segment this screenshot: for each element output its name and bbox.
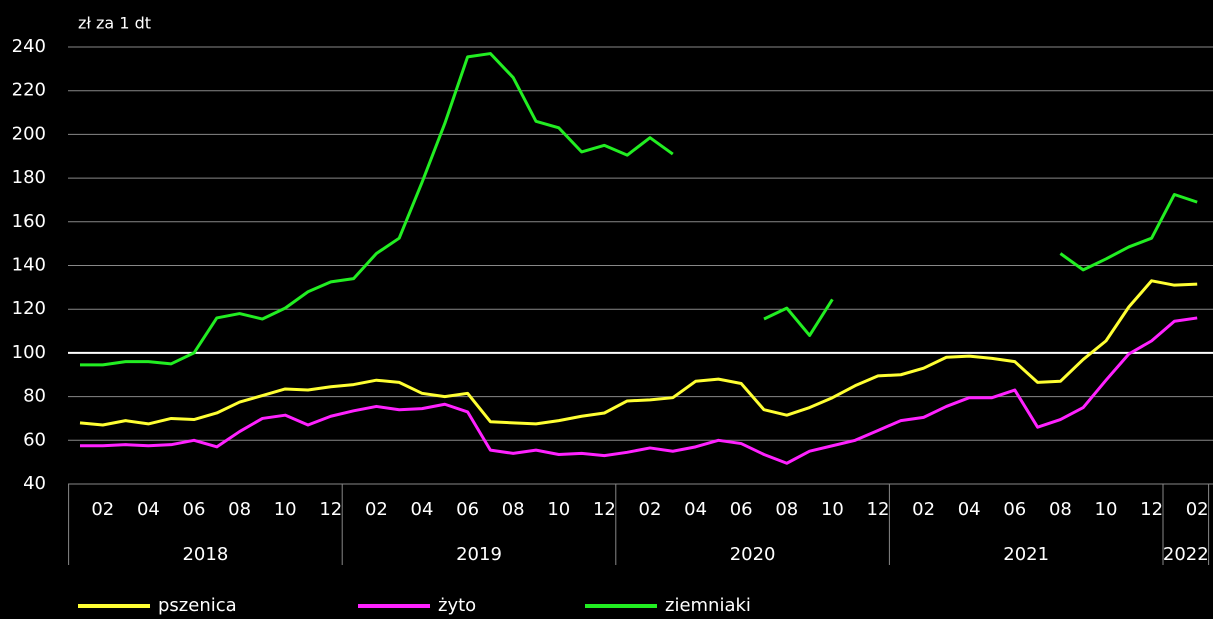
x-tick-label: 02	[365, 499, 388, 520]
x-tick-label: 06	[456, 499, 479, 520]
y-tick-label: 120	[12, 298, 46, 319]
x-tick-label: 04	[137, 499, 160, 520]
x-tick-label: 02	[1186, 499, 1209, 520]
series-line	[80, 52, 1198, 367]
year-label: 2022	[1163, 544, 1209, 565]
y-tick-label: 180	[12, 167, 46, 188]
legend-label: żyto	[438, 595, 476, 616]
y-tick-label: 140	[12, 255, 46, 276]
y-tick-label: 40	[23, 473, 46, 494]
y-tick-label: 160	[12, 211, 46, 232]
y-tick-label: 80	[23, 386, 46, 407]
x-tick-label: 08	[228, 499, 251, 520]
x-tick-label: 04	[411, 499, 434, 520]
y-tick-label: 220	[12, 80, 46, 101]
year-label: 2018	[182, 544, 228, 565]
x-tick-label: 02	[91, 499, 114, 520]
x-tick-label: 10	[274, 499, 297, 520]
series-line	[79, 279, 1198, 427]
y-tick-label: 240	[12, 36, 46, 57]
y-tick-label: 200	[12, 123, 46, 144]
x-tick-label: 08	[1049, 499, 1072, 520]
legend-label: pszenica	[158, 595, 237, 616]
series-line	[80, 316, 1198, 465]
y-tick-label: 100	[12, 342, 46, 363]
x-tick-label: 06	[730, 499, 753, 520]
x-tick-label: 12	[867, 499, 890, 520]
x-tick-label: 02	[912, 499, 935, 520]
legend-label: ziemniaki	[665, 595, 751, 616]
x-tick-label: 10	[821, 499, 844, 520]
x-tick-label: 04	[958, 499, 981, 520]
y-axis-label: zł za 1 dt	[78, 14, 151, 33]
x-tick-label: 08	[775, 499, 798, 520]
year-label: 2021	[1003, 544, 1049, 565]
x-tick-label: 10	[1095, 499, 1118, 520]
year-label: 2020	[730, 544, 776, 565]
x-tick-label: 08	[502, 499, 525, 520]
x-tick-label: 04	[684, 499, 707, 520]
x-tick-label: 06	[1003, 499, 1026, 520]
x-tick-label: 06	[183, 499, 206, 520]
x-tick-label: 12	[319, 499, 342, 520]
year-label: 2019	[456, 544, 502, 565]
x-tick-label: 12	[593, 499, 616, 520]
x-tick-label: 12	[1140, 499, 1163, 520]
y-tick-label: 60	[23, 429, 46, 450]
x-tick-label: 10	[547, 499, 570, 520]
x-tick-label: 02	[639, 499, 662, 520]
